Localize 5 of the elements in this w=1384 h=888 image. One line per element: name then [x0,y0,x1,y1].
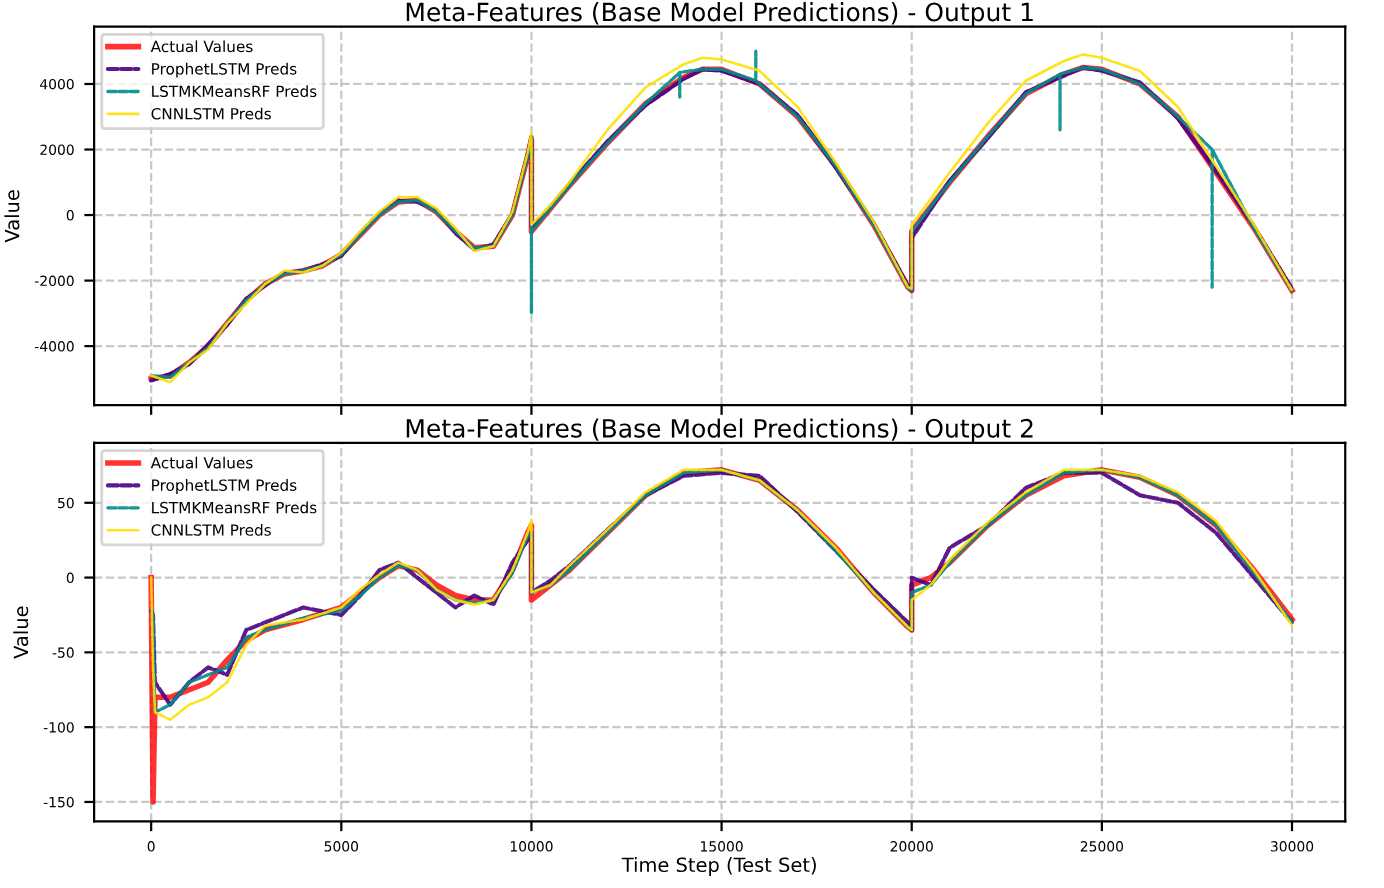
chart-title: Meta-Features (Base Model Predictions) - Output 1 [406,2,1033,27]
y-axis-title: Value [4,190,20,243]
y-axis-title: Value [13,606,29,659]
chart-title: Meta-Features (Base Model Predictions) - Output 2 [406,418,1033,443]
x-axis-title: Time Step (Test Set) [621,857,816,876]
